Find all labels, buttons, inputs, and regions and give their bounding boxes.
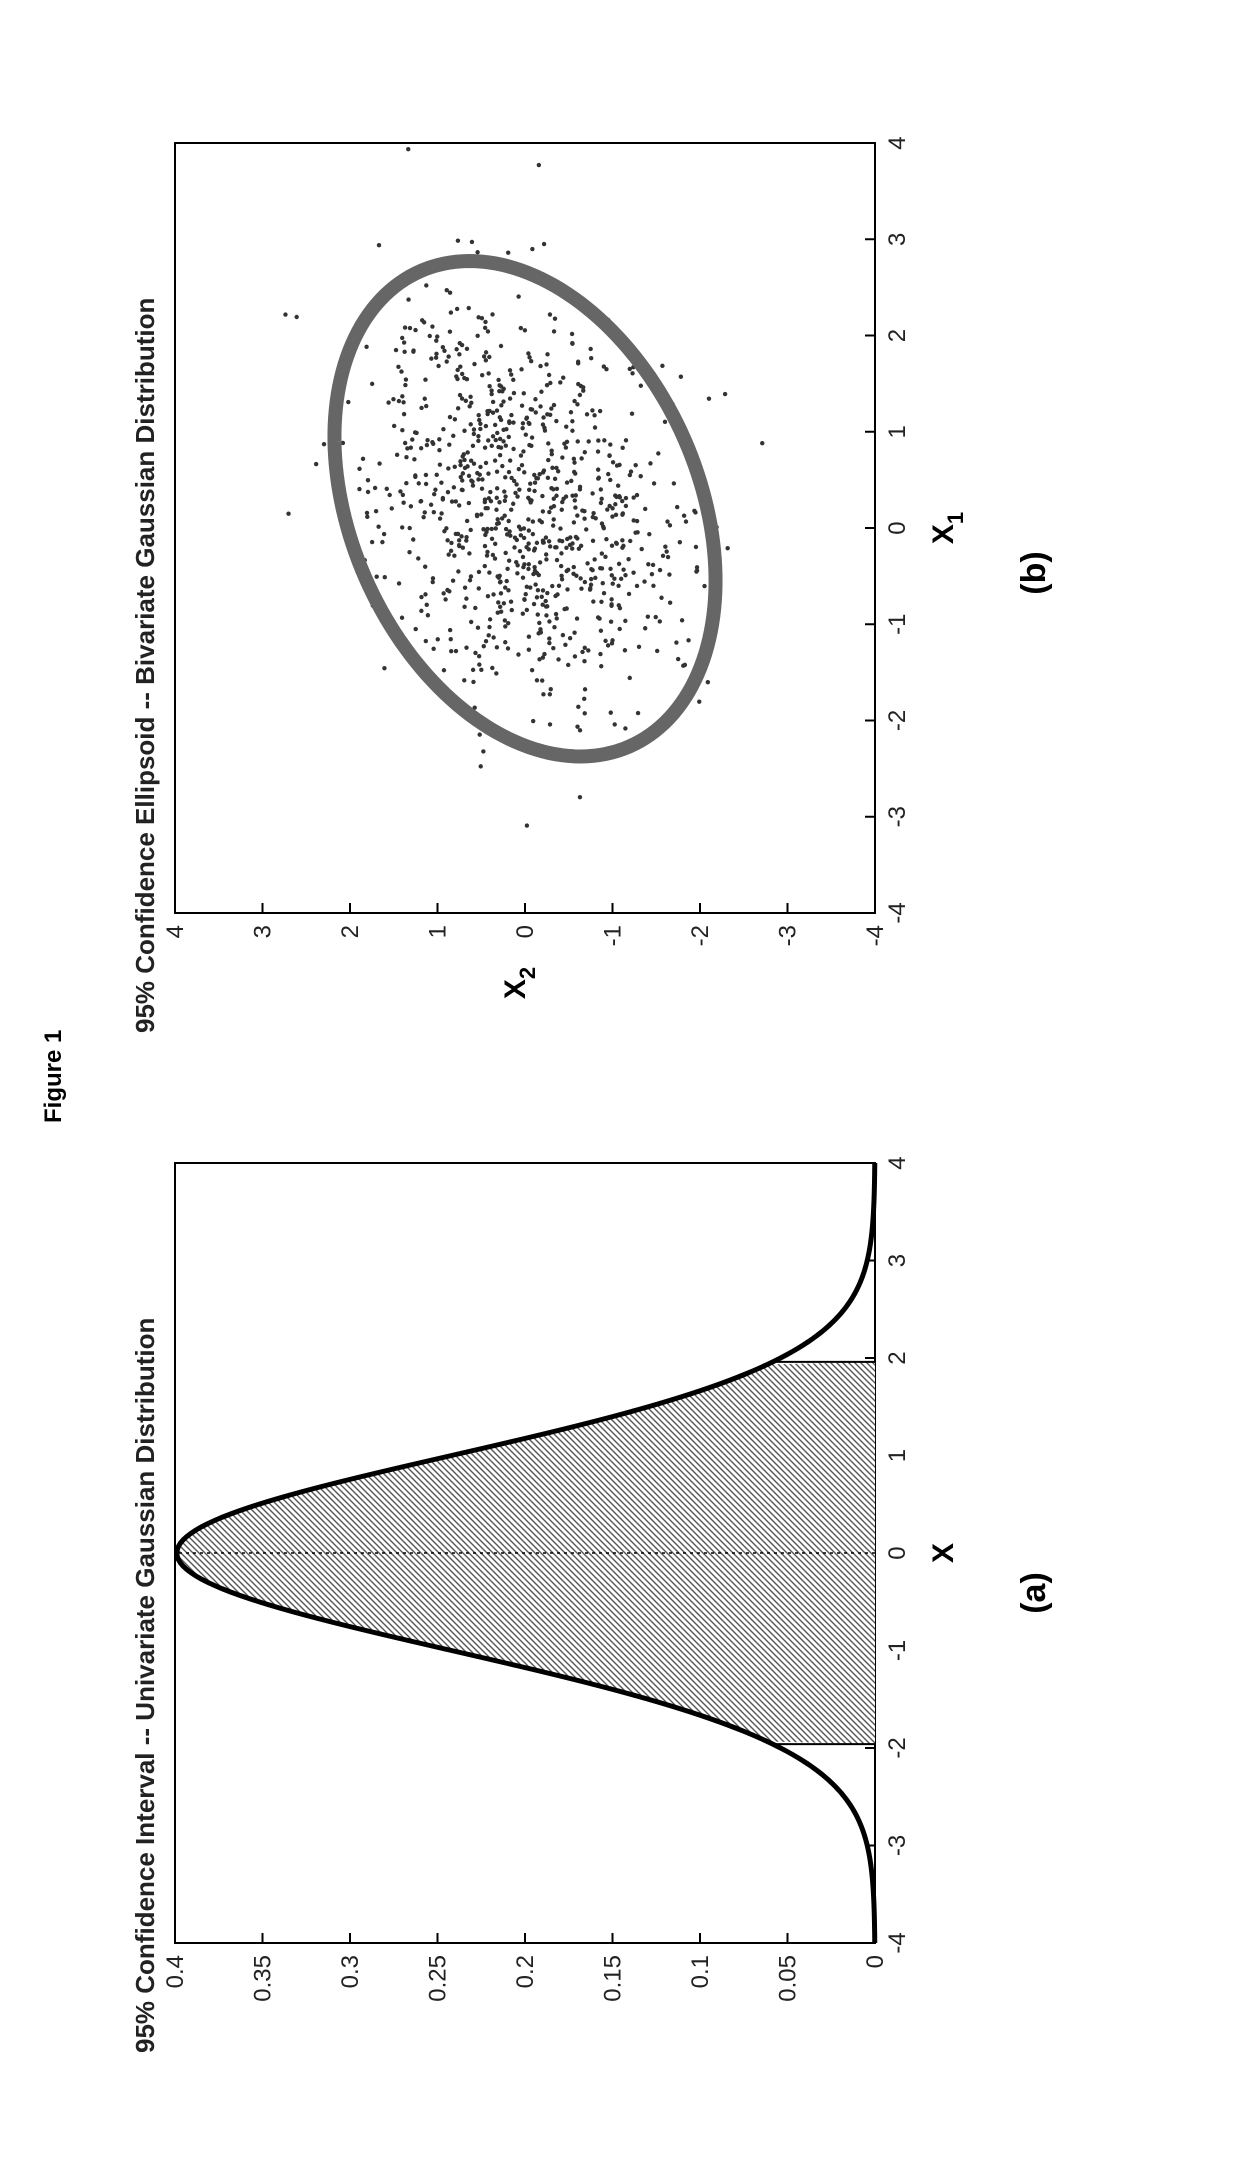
svg-text:0.1: 0.1 — [687, 1955, 714, 1988]
panel-b-chart: -4 -3 -2 -1 0 1 2 3 4 -4 -3 -2 -1 0 1 2 3 4 X1 X2 — [165, 113, 985, 1033]
panel-b-subcaption: (b) — [1015, 113, 1054, 1033]
panel-a-title: 95% Confidence Interval -- Univariate Ga… — [130, 1133, 161, 2053]
panel-b: 95% Confidence Ellipsoid -- Bivariate Ga… — [130, 113, 1054, 1033]
svg-text:-1: -1 — [884, 614, 911, 635]
svg-text:0: 0 — [884, 521, 911, 534]
figure-label: Figure 1 — [40, 1030, 68, 1123]
svg-text:3: 3 — [884, 1254, 911, 1267]
svg-text:-4: -4 — [862, 925, 889, 946]
svg-text:0: 0 — [884, 1546, 911, 1559]
svg-text:1: 1 — [884, 425, 911, 438]
svg-text:0.4: 0.4 — [165, 1955, 189, 1988]
svg-text:4: 4 — [884, 1156, 911, 1169]
svg-text:4: 4 — [884, 136, 911, 149]
svg-text:2: 2 — [884, 329, 911, 342]
panel-a: 95% Confidence Interval -- Univariate Ga… — [130, 1133, 1054, 2053]
svg-text:-3: -3 — [775, 925, 802, 946]
svg-text:-3: -3 — [884, 1835, 911, 1856]
panel-b-ylabel: X2 — [499, 967, 540, 999]
svg-text:0.2: 0.2 — [512, 1955, 539, 1988]
panel-b-xlabel: X1 — [927, 512, 968, 544]
svg-text:-1: -1 — [884, 1640, 911, 1661]
svg-text:1: 1 — [884, 1449, 911, 1462]
svg-text:-2: -2 — [687, 925, 714, 946]
svg-text:-2: -2 — [884, 710, 911, 731]
svg-text:4: 4 — [165, 925, 189, 938]
page: Figure 1 95% Confidence Interval -- Univ… — [0, 0, 1240, 2163]
svg-text:-1: -1 — [600, 925, 627, 946]
svg-text:-4: -4 — [884, 1932, 911, 1953]
panel-a-xlabel: X — [927, 1543, 960, 1563]
svg-text:1: 1 — [425, 925, 452, 938]
panel-b-title: 95% Confidence Ellipsoid -- Bivariate Ga… — [130, 113, 161, 1033]
svg-text:0.25: 0.25 — [425, 1955, 452, 2002]
svg-text:3: 3 — [250, 925, 277, 938]
svg-text:3: 3 — [884, 233, 911, 246]
svg-text:0: 0 — [862, 1955, 889, 1968]
svg-text:0: 0 — [512, 925, 539, 938]
svg-text:2: 2 — [884, 1351, 911, 1364]
panel-a-chart: -4 -3 -2 -1 0 1 2 3 4 0 0.05 0.1 0.15 0.2 0.25 0.3 0.35 0… — [165, 1133, 985, 2053]
svg-text:0.35: 0.35 — [250, 1955, 277, 2002]
panel-a-subcaption: (a) — [1015, 1133, 1054, 2053]
svg-text:2: 2 — [337, 925, 364, 938]
svg-text:0.15: 0.15 — [600, 1955, 627, 2002]
svg-text:-3: -3 — [884, 806, 911, 827]
svg-text:-2: -2 — [884, 1737, 911, 1758]
svg-text:0.3: 0.3 — [337, 1955, 364, 1988]
rotated-figure-wrap: Figure 1 95% Confidence Interval -- Univ… — [0, 0, 1240, 2163]
svg-text:-4: -4 — [884, 902, 911, 923]
svg-text:0.05: 0.05 — [775, 1955, 802, 2002]
